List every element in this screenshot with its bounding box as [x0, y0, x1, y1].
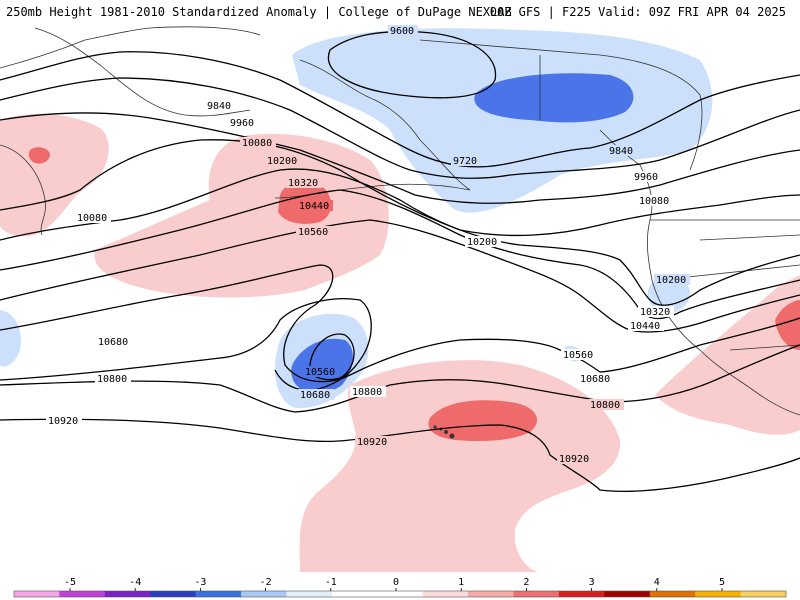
colorbar-border: [13, 590, 787, 598]
contour-label: 10080: [639, 196, 669, 207]
contour-label: 10440: [299, 201, 329, 212]
colorbar-tick-label: 4: [654, 577, 660, 588]
colorbar-tick-label: -5: [64, 577, 76, 588]
colorbar-swatch: [558, 591, 605, 597]
contour-label: 9840: [609, 146, 633, 157]
colorbar-swatch: [740, 591, 787, 597]
contour-label: 10200: [267, 156, 297, 167]
contour-label: 9840: [207, 101, 231, 112]
map-title: 250mb Height 1981-2010 Standardized Anom…: [6, 5, 512, 19]
positive-anomaly-light: [0, 113, 800, 572]
colorbar-swatch: [286, 591, 333, 597]
colorbar-swatch: [468, 591, 515, 597]
colorbar-swatch: [104, 591, 151, 597]
colorbar-swatch: [604, 591, 651, 597]
contour-label: 10200: [467, 237, 497, 248]
colorbar-swatch: [695, 591, 742, 597]
colorbar-swatch: [649, 591, 696, 597]
contour-label: 9960: [230, 118, 254, 129]
colorbar-ticks: -5 -4 -3 -2 -1 0 1 2 3 4 5: [64, 577, 725, 591]
colorbar-tick-label: 5: [719, 577, 725, 588]
colorbar-swatch: [377, 591, 424, 597]
hawaii-islands: [433, 425, 455, 439]
contour-label: 9600: [390, 26, 414, 37]
contour-label: 10440: [630, 321, 660, 332]
contour-label: 10320: [288, 178, 318, 189]
colorbar-tick-label: -4: [129, 577, 141, 588]
contour-label: 10320: [640, 307, 670, 318]
contour-label: 10680: [300, 390, 330, 401]
contour-label: 10080: [77, 213, 107, 224]
coastlines: [0, 26, 800, 416]
contour-labels: 9600 9720 9840 9840 9960 9960 10080 1008…: [46, 25, 690, 465]
colorbar-tick-label: 0: [393, 577, 399, 588]
colorbar-tick-label: -2: [260, 577, 272, 588]
colorbar-tick-label: 1: [458, 577, 464, 588]
colorbar-tick-label: 3: [589, 577, 595, 588]
contour-label: 10560: [298, 227, 328, 238]
colorbar-swatch: [331, 591, 378, 597]
colorbar-swatch: [513, 591, 560, 597]
contour-label: 10200: [656, 275, 686, 286]
colorbar-swatch: [59, 591, 106, 597]
anomaly-colorbar: -5 -4 -3 -2 -1 0 1 2 3 4 5: [13, 577, 787, 598]
colorbar-tick-label: -1: [325, 577, 337, 588]
contour-label: 10800: [97, 374, 127, 385]
model-run-info: 00Z GFS | F225 Valid: 09Z FRI APR 04 202…: [489, 5, 786, 19]
contour-label: 10920: [357, 437, 387, 448]
contour-label: 10800: [590, 400, 620, 411]
contour-label: 9960: [634, 172, 658, 183]
map-header: 250mb Height 1981-2010 Standardized Anom…: [0, 0, 800, 22]
contour-label: 10560: [305, 367, 335, 378]
contour-label: 10680: [580, 374, 610, 385]
contour-label: 9720: [453, 156, 477, 167]
colorbar-tick-label: -3: [194, 577, 206, 588]
contour-label: 10920: [559, 454, 589, 465]
contour-label: 10680: [98, 337, 128, 348]
contour-label: 10080: [242, 138, 272, 149]
colorbar-swatch: [14, 591, 60, 597]
colorbar-swatch: [150, 591, 197, 597]
colorbar-swatch: [195, 591, 242, 597]
contour-label: 10800: [352, 387, 382, 398]
anomaly-map: 9600 9720 9840 9840 9960 9960 10080 1008…: [0, 22, 800, 572]
colorbar-swatches: [13, 590, 787, 598]
contour-label: 10920: [48, 416, 78, 427]
colorbar-swatch: [241, 591, 287, 597]
colorbar-swatch: [422, 591, 469, 597]
colorbar-tick-label: 2: [523, 577, 529, 588]
contour-label: 10560: [563, 350, 593, 361]
